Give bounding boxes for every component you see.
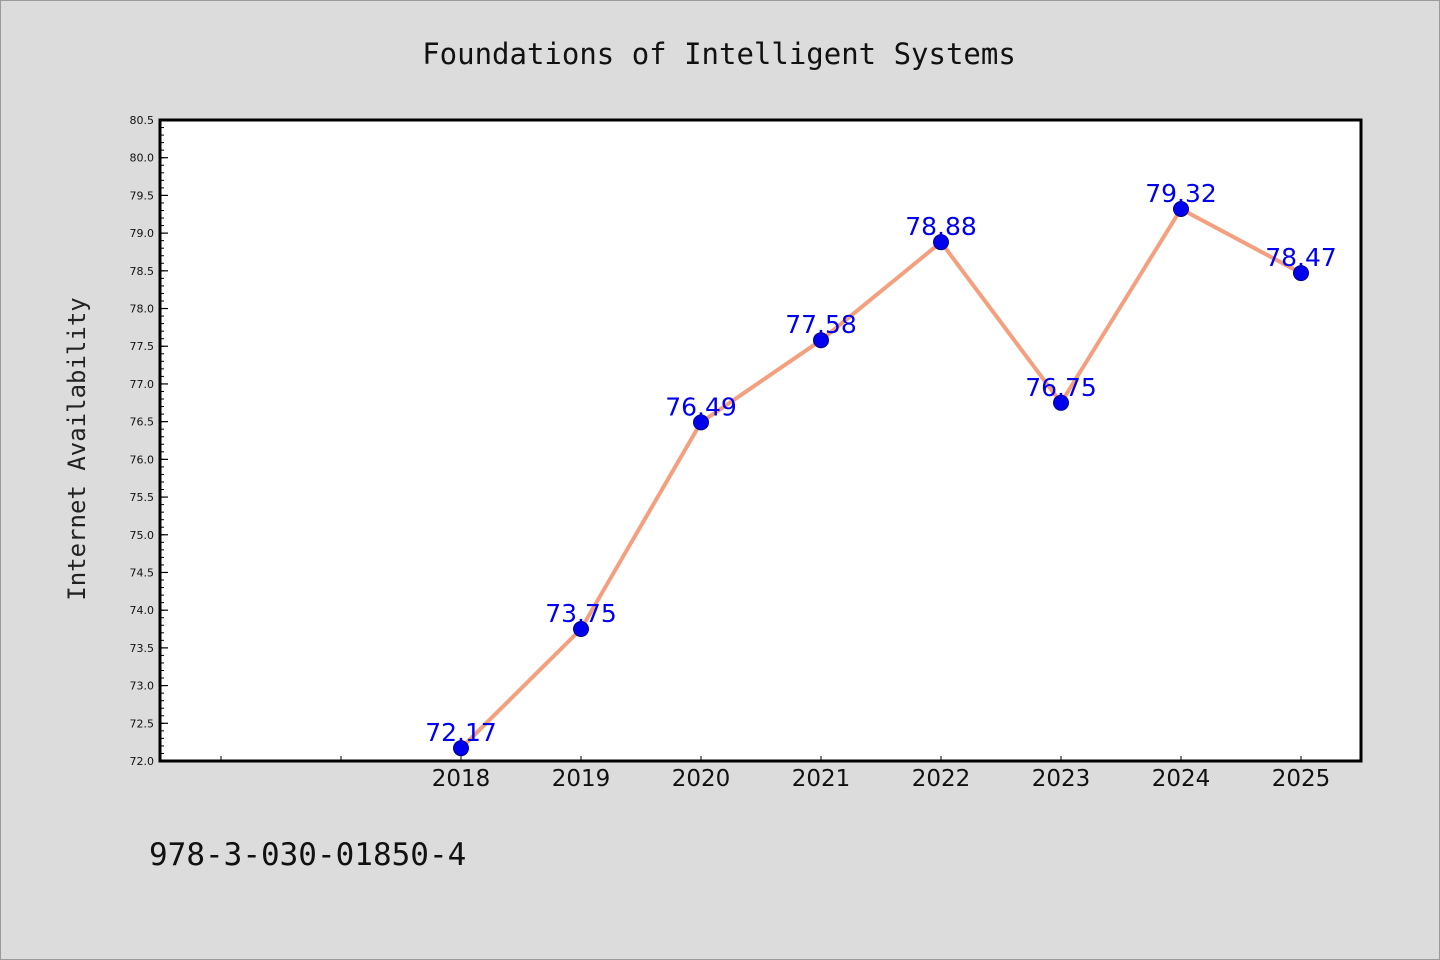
- y-tick-label: 76.0: [130, 453, 155, 466]
- data-label: 72.17: [425, 718, 497, 747]
- y-tick-label: 77.5: [130, 340, 155, 353]
- y-axis-label: Internet Availability: [63, 297, 91, 600]
- isbn-caption: 978-3-030-01850-4: [149, 837, 466, 873]
- y-tick-label: 73.5: [130, 642, 155, 655]
- data-label: 76.75: [1025, 373, 1097, 402]
- y-tick-label: 79.5: [130, 189, 155, 202]
- y-tick-label: 80.0: [130, 152, 155, 165]
- data-labels: 72.17 73.75 76.49 77.58 78.88 76.75 79.32 78.47: [425, 179, 1337, 747]
- series-line: [459, 206, 1302, 750]
- data-label: 76.49: [665, 392, 737, 421]
- data-point: [573, 621, 589, 638]
- x-tick-label: 2020: [672, 766, 731, 792]
- x-tick-label: 2023: [1032, 766, 1091, 792]
- series-availability: 72.17 73.75 76.49 77.58 78.88 76.75 79.32 78.47: [425, 179, 1337, 757]
- y-tick-label: 74.0: [130, 604, 155, 617]
- x-tick-label: 2019: [552, 766, 611, 792]
- y-tick-label: 80.5: [130, 114, 155, 127]
- data-point: [1053, 394, 1069, 411]
- y-tick-label: 79.0: [130, 227, 155, 240]
- data-point: [813, 332, 829, 349]
- x-tick-label: 2018: [432, 766, 491, 792]
- data-label: 78.47: [1265, 243, 1337, 272]
- x-tick-label: 2024: [1152, 766, 1211, 792]
- x-axis-ticks: 2018 2019 2020 2021 2022 2023 2024 2025: [220, 756, 1331, 792]
- y-tick-label: 77.0: [130, 378, 155, 391]
- data-label: 78.88: [905, 212, 977, 241]
- y-tick-label: 72.0: [130, 755, 155, 768]
- data-point: [933, 234, 949, 251]
- chart-title: Foundations of Intelligent Systems: [422, 37, 1016, 71]
- data-point: [453, 740, 469, 757]
- y-tick-label: 76.5: [130, 416, 155, 429]
- data-label: 79.32: [1145, 179, 1217, 208]
- data-label: 77.58: [785, 310, 857, 339]
- data-point: [693, 414, 709, 431]
- data-point: [1293, 265, 1309, 282]
- y-tick-label: 75.5: [130, 491, 155, 504]
- y-tick-label: 73.0: [130, 680, 155, 693]
- plot-area: [158, 118, 1363, 763]
- y-tick-label: 78.5: [130, 265, 155, 278]
- y-tick-label: 72.5: [130, 717, 155, 730]
- x-tick-label: 2022: [912, 766, 971, 792]
- x-tick-label: 2021: [792, 766, 851, 792]
- data-label: 73.75: [545, 599, 617, 628]
- data-point: [1173, 200, 1189, 217]
- series-markers: [453, 200, 1309, 757]
- y-tick-label: 74.5: [130, 566, 155, 579]
- x-tick-label: 2025: [1272, 766, 1331, 792]
- y-tick-label: 75.0: [130, 529, 155, 542]
- y-tick-label: 78.0: [130, 303, 155, 316]
- y-axis-ticks: 72.0 72.5 73.0 73.5 74.0 74.5 75.0 75.5 76.0 76.5…: [130, 114, 168, 768]
